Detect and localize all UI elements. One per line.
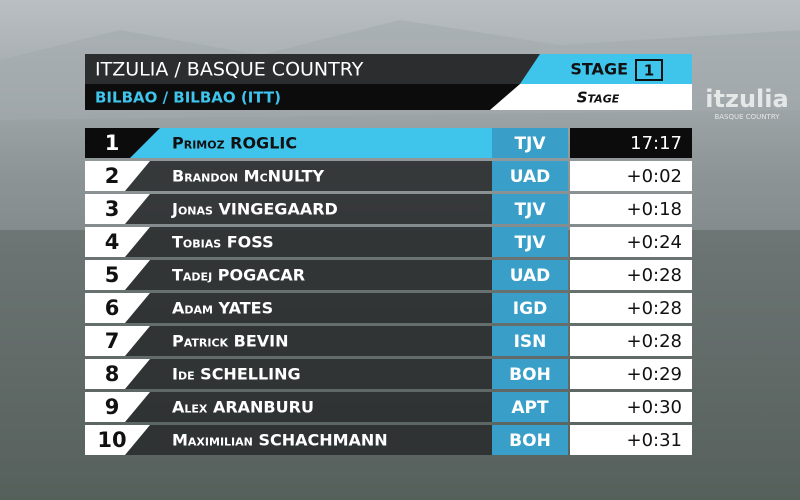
rider-name: Primoz ROGLIC: [172, 134, 297, 153]
name-cell: [85, 293, 492, 323]
name-cell: [85, 392, 492, 422]
stage-type: Stage: [577, 89, 620, 107]
rider-name: Adam YATES: [172, 299, 273, 318]
rider-name: Maximilian SCHACHMANN: [172, 431, 388, 450]
time: +0:28: [626, 298, 682, 319]
stage-box: [520, 54, 692, 84]
rank: 5: [105, 263, 120, 287]
team-cell: [492, 128, 568, 158]
stage-label: STAGE: [570, 60, 628, 79]
name-cell: [85, 359, 492, 389]
rank-cell: [85, 326, 150, 356]
time: 17:17: [630, 133, 682, 154]
stage-number-box: [635, 59, 663, 81]
rider-name: Patrick BEVIN: [172, 332, 288, 351]
logo-tagline: BASQUE COUNTRY: [714, 113, 780, 121]
rank: 8: [105, 362, 120, 386]
rank: 3: [105, 197, 120, 221]
team-cell: [492, 293, 568, 323]
rider-name: Tobias FOSS: [172, 233, 274, 252]
stage-type-box: [490, 84, 692, 110]
time-cell: [570, 293, 692, 323]
team: ISN: [514, 332, 547, 352]
rank-cell: [85, 392, 150, 422]
rank: 1: [105, 131, 120, 155]
rider-name: Tadej POGACAR: [172, 266, 305, 285]
rank: 4: [105, 230, 120, 254]
team-cell: [492, 227, 568, 257]
name-cell: [85, 227, 492, 257]
team-cell: [492, 260, 568, 290]
rider-name: Brandon McNULTY: [172, 167, 324, 186]
rank: 10: [97, 428, 126, 452]
rank: 2: [105, 164, 120, 188]
rank-cell: [85, 227, 150, 257]
time-cell: [570, 425, 692, 455]
name-cell: [85, 194, 492, 224]
team: TJV: [514, 134, 546, 154]
team-cell: [492, 425, 568, 455]
team: UAD: [510, 167, 551, 187]
time-cell: [570, 161, 692, 191]
name-cell: [85, 326, 492, 356]
team-cell: [492, 194, 568, 224]
team-cell: [492, 161, 568, 191]
header-bottom: [85, 84, 540, 110]
header-title: ITZULIA / BASQUE COUNTRY: [95, 59, 364, 81]
team: BOH: [509, 365, 551, 385]
rank-cell: [85, 425, 150, 455]
name-cell: [85, 425, 492, 455]
rank-cell: [85, 194, 150, 224]
team-cell: [492, 392, 568, 422]
team: TJV: [514, 233, 546, 253]
rank: 7: [105, 329, 120, 353]
rider-name: Alex ARANBURU: [172, 398, 314, 417]
logo-name: itzulia: [705, 85, 788, 113]
time: +0:30: [626, 397, 682, 418]
rank-cell: [85, 293, 150, 323]
rider-name: Jonas VINGEGAARD: [171, 200, 338, 219]
team: TJV: [514, 200, 546, 220]
time-cell: [570, 227, 692, 257]
team-cell: [492, 326, 568, 356]
results-table: 1 Primoz ROGLIC TJV 17:17 2 Brandon McNULTY UA…: [85, 128, 692, 455]
time-cell: [570, 392, 692, 422]
time: +0:28: [626, 331, 682, 352]
header-top: [85, 54, 540, 84]
time: +0:29: [626, 364, 682, 385]
name-cell: [85, 260, 492, 290]
team: IGD: [513, 299, 547, 319]
rank: 6: [105, 296, 120, 320]
rank-cell: [85, 260, 150, 290]
rank-cell: [85, 161, 150, 191]
rank-cell: [85, 359, 150, 389]
time-cell: [570, 359, 692, 389]
header-subtitle: BILBAO / BILBAO (ITT): [95, 89, 281, 107]
time-cell: [570, 194, 692, 224]
name-cell: [85, 161, 492, 191]
time-cell: [570, 326, 692, 356]
time: +0:24: [626, 232, 682, 253]
team-cell: [492, 359, 568, 389]
team: BOH: [509, 431, 551, 451]
time: +0:18: [626, 199, 682, 220]
team: UAD: [510, 266, 551, 286]
time: +0:28: [626, 265, 682, 286]
stage-number: 1: [644, 62, 654, 80]
time-cell: [570, 260, 692, 290]
time: +0:31: [626, 430, 682, 451]
rider-name: Ide SCHELLING: [172, 365, 301, 384]
team: APT: [511, 398, 549, 418]
time-cell: [570, 128, 692, 158]
rank-cell: [85, 128, 160, 158]
time: +0:02: [626, 166, 682, 187]
rank: 9: [105, 395, 120, 419]
